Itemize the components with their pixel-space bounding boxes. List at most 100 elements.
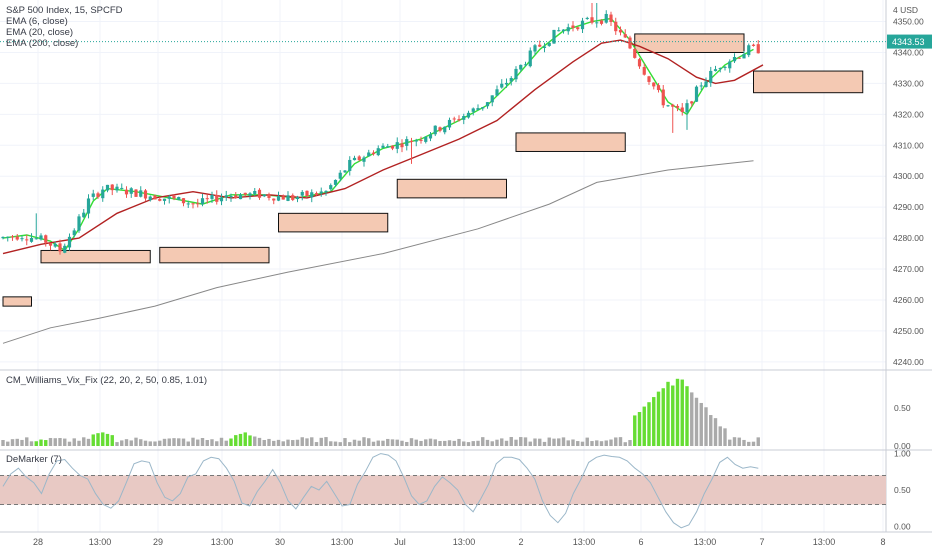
vix-bar — [162, 438, 167, 446]
candle-body — [652, 82, 656, 87]
ema-layer — [2, 17, 764, 344]
candle-body — [637, 59, 642, 67]
candle-body — [286, 195, 290, 201]
vix-bar — [709, 415, 713, 446]
vix-bar — [262, 439, 266, 446]
grid-layer — [0, 0, 932, 533]
candle-body — [120, 187, 124, 189]
time-tick-label: 13:00 — [813, 537, 836, 547]
candle-body — [91, 193, 95, 197]
candle-body — [462, 116, 466, 120]
candle-body — [129, 188, 133, 194]
price-tick-label: 4340.00 — [893, 47, 924, 57]
candle-body — [67, 236, 72, 248]
vix-bar — [519, 437, 523, 446]
candle-body — [77, 216, 81, 231]
candle-body — [1, 236, 5, 239]
candle-body — [599, 20, 604, 24]
vix-bar — [514, 439, 518, 446]
vix-bar — [238, 433, 243, 446]
ema-line-3 — [2, 160, 754, 344]
candle-body — [115, 186, 119, 191]
vix-bar — [751, 441, 756, 446]
candle-body — [618, 29, 623, 33]
vix-bar — [414, 439, 418, 446]
vix-bar — [6, 441, 10, 446]
candle-body — [718, 68, 722, 70]
vix-bar — [462, 441, 466, 446]
vix-bar — [628, 440, 632, 446]
vix-bar — [652, 397, 656, 446]
vix-bar — [25, 437, 29, 446]
vix-bar — [599, 441, 604, 446]
candle-layer: 4343.53 — [0, 3, 932, 255]
candle-body — [604, 13, 608, 23]
candle-body — [200, 198, 205, 205]
time-tick-label: 6 — [638, 537, 643, 547]
time-tick-label: 13:00 — [331, 537, 354, 547]
candle-body — [371, 152, 376, 155]
candle-body — [29, 237, 34, 242]
vix-bar — [48, 437, 53, 446]
vix-bar — [737, 437, 741, 446]
candle-body — [248, 193, 252, 196]
candle-body — [143, 190, 148, 199]
demarker-layer — [0, 453, 886, 529]
candle-body — [357, 156, 361, 161]
vix-bar — [77, 440, 81, 446]
vix-bar — [191, 437, 195, 446]
vix-bar — [713, 418, 718, 446]
candle-body — [466, 112, 471, 118]
candle-body — [538, 44, 542, 47]
candle-body — [48, 243, 53, 246]
vix-bar — [699, 402, 703, 446]
candle-body — [561, 29, 566, 32]
candle-body — [481, 107, 485, 109]
candle-body — [623, 34, 627, 38]
vix-bar — [101, 432, 105, 446]
candle-body — [490, 95, 494, 103]
candle-body — [291, 195, 295, 200]
vix-bar — [253, 436, 257, 446]
candle-body — [319, 191, 323, 194]
ema-line-2 — [2, 39, 764, 255]
candle-body — [15, 236, 19, 240]
vix-bar — [281, 441, 285, 446]
candle-body — [272, 198, 276, 201]
supply-demand-zone — [515, 132, 626, 152]
vix-bar — [63, 438, 67, 446]
candle-body — [485, 102, 490, 107]
candle-body — [424, 136, 428, 142]
vix-bar — [490, 441, 494, 446]
vix-bar — [267, 438, 271, 446]
vix-bar — [390, 439, 395, 446]
demarker-band — [0, 475, 886, 505]
time-tick-label: 13:00 — [453, 537, 476, 547]
vix-bar — [272, 440, 276, 446]
vix-bar — [257, 437, 262, 446]
vix-bar — [614, 437, 618, 446]
candle-body — [523, 64, 528, 66]
vix-bar — [224, 440, 228, 446]
vix-bar — [552, 438, 556, 446]
candle-body — [694, 86, 699, 102]
candle-body — [295, 197, 300, 200]
candle-body — [267, 194, 271, 198]
vix-bar — [143, 440, 148, 446]
vix-bar — [67, 441, 72, 446]
candle-body — [671, 104, 675, 107]
price-tick-label: 4250.00 — [893, 326, 924, 336]
vix-bar — [167, 438, 171, 446]
candle-body — [257, 189, 262, 198]
candle-body — [53, 243, 57, 247]
candle-body — [609, 14, 613, 22]
vix-bar — [129, 440, 133, 446]
vix-bar — [314, 442, 319, 446]
vix-bar — [438, 440, 442, 446]
candle-body — [172, 195, 176, 199]
vix-bar — [343, 438, 347, 446]
vix-bar — [561, 437, 566, 446]
vix-bar — [15, 438, 19, 446]
